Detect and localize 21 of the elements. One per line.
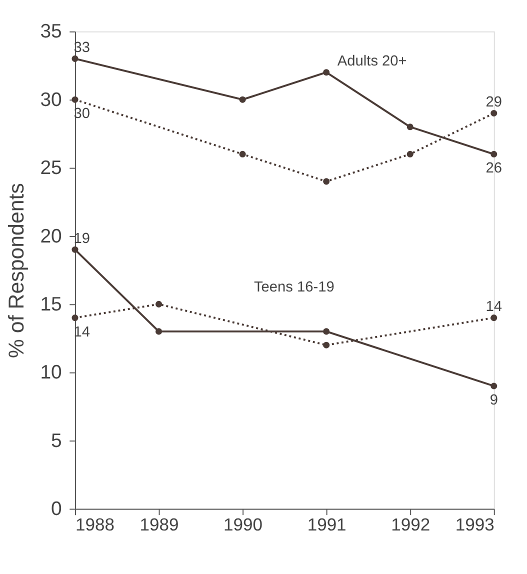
annotation: Teens 16-19: [254, 280, 334, 296]
y-tick-label: 15: [40, 294, 62, 316]
y-tick-label: 10: [40, 362, 62, 384]
y-tick-label: 0: [51, 498, 62, 520]
y-tick-label: 35: [40, 20, 62, 43]
y-tick-label: 30: [40, 88, 62, 111]
data-label: 26: [486, 160, 502, 177]
x-tick-label: 1993: [455, 514, 494, 535]
y-tick-label: 5: [51, 430, 62, 452]
data-label: 9: [490, 392, 498, 409]
annotation: Adults 20+: [337, 54, 407, 70]
x-tick-label: 1992: [391, 514, 430, 535]
x-tick-label: 1990: [224, 514, 263, 535]
y-tick-label: 25: [40, 157, 62, 180]
x-tick-label: 1991: [307, 514, 346, 535]
data-label: 29: [486, 94, 502, 110]
y-axis-title: % of Respondents: [4, 183, 29, 358]
x-tick-label: 1988: [75, 514, 114, 535]
data-label: 14: [486, 298, 502, 315]
x-tick-label: 1989: [140, 514, 179, 535]
y-tick-label: 20: [40, 225, 62, 248]
